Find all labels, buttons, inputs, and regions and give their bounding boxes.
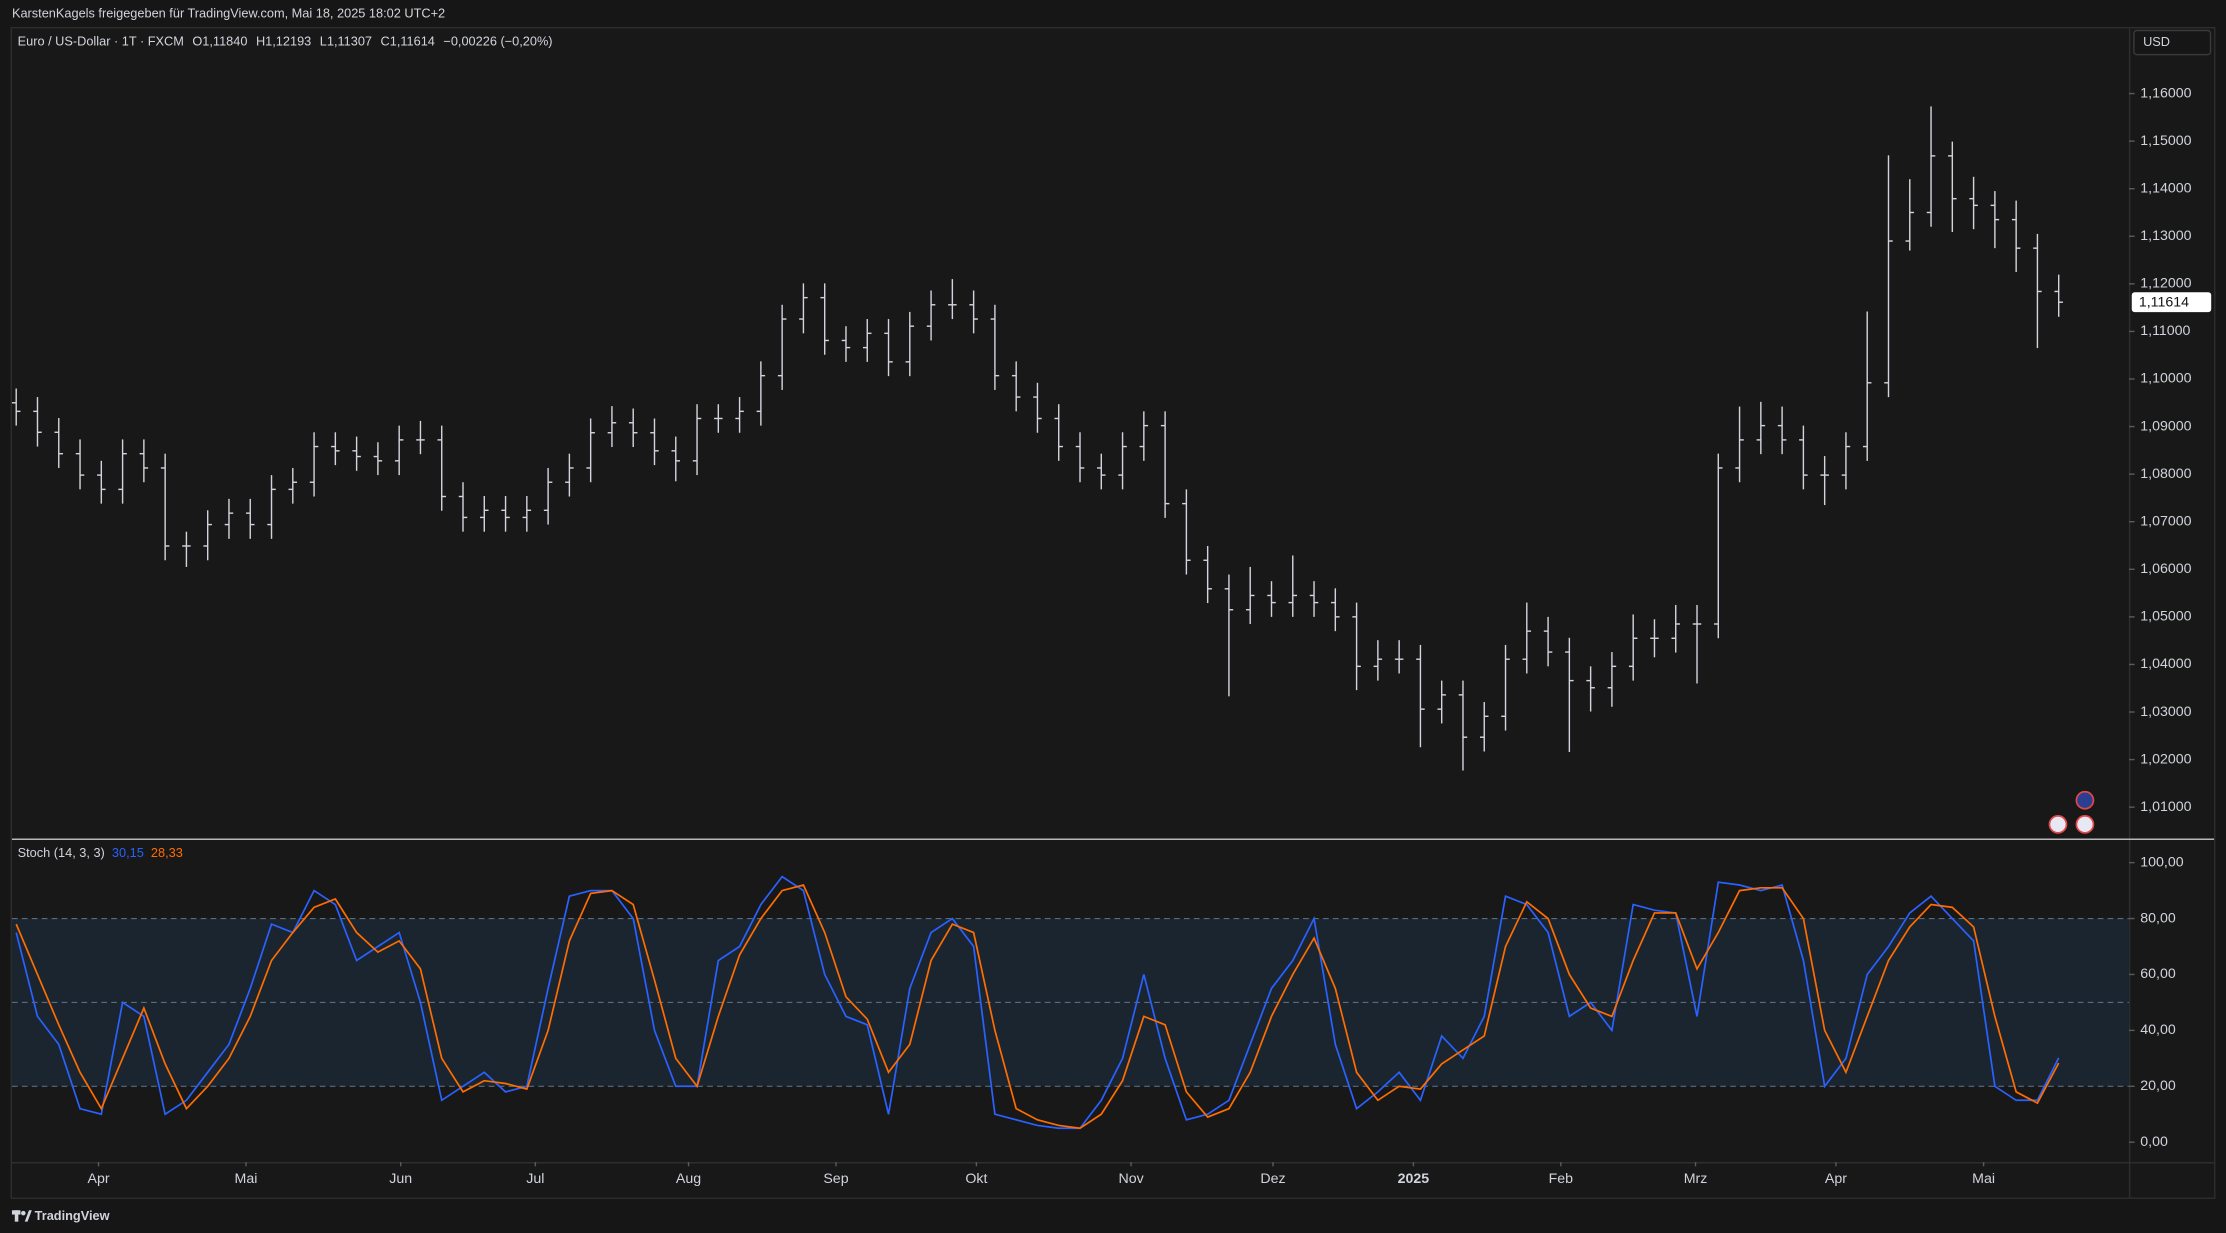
y-tick-label: 1,03000 bbox=[2140, 704, 2191, 720]
y-tick-label: 0,00 bbox=[2140, 1134, 2168, 1150]
y-tick-label: 1,16000 bbox=[2140, 85, 2191, 101]
x-tick-label: Mrz bbox=[1684, 1171, 1708, 1187]
y-tick-label: 80,00 bbox=[2140, 910, 2176, 926]
x-tick-label: Okt bbox=[965, 1171, 987, 1187]
x-tick-label: Mai bbox=[235, 1171, 258, 1187]
k-value-label: 30,15 bbox=[112, 846, 144, 861]
logo-part bbox=[24, 1210, 32, 1222]
y-tick-label: 1,09000 bbox=[2140, 418, 2191, 434]
d-value-label: 28,33 bbox=[151, 846, 183, 861]
y-tick-label: 60,00 bbox=[2140, 966, 2176, 982]
event-icon[interactable] bbox=[2048, 815, 2068, 834]
logo-part bbox=[14, 1210, 19, 1222]
y-tick-label: 1,02000 bbox=[2140, 751, 2191, 767]
y-tick-label: 1,06000 bbox=[2140, 561, 2191, 577]
y-tick-label: 40,00 bbox=[2140, 1022, 2176, 1038]
brand-name: TradingView bbox=[35, 1208, 110, 1223]
currency-box[interactable] bbox=[2133, 29, 2212, 56]
share-caption: KarstenKagels freigegeben für TradingVie… bbox=[12, 6, 445, 21]
stoch-line bbox=[15, 884, 2060, 1130]
close-label: C1,11614 bbox=[381, 34, 435, 49]
y-tick-label: 1,07000 bbox=[2140, 513, 2191, 529]
x-tick-label: Apr bbox=[88, 1171, 110, 1187]
stoch-legend: Stoch (14, 3, 3) 30,15 28,33 bbox=[18, 846, 183, 861]
x-tick-label: Dez bbox=[1260, 1171, 1285, 1187]
y-tick-label: 1,10000 bbox=[2140, 371, 2191, 387]
y-tick-label: 1,08000 bbox=[2140, 466, 2191, 482]
y-tick-label: 1,14000 bbox=[2140, 180, 2191, 196]
low-label: L1,11307 bbox=[320, 34, 372, 49]
y-tick-label: 1,15000 bbox=[2140, 133, 2191, 149]
y-tick-label: 1,12000 bbox=[2140, 276, 2191, 292]
event-icons[interactable] bbox=[2048, 790, 2095, 834]
x-tick-label: Aug bbox=[676, 1171, 701, 1187]
y-tick-label: 1,04000 bbox=[2140, 656, 2191, 672]
currency-label[interactable]: USD bbox=[2143, 34, 2170, 49]
brand-logo bbox=[11, 1210, 32, 1222]
y-tick-label: 1,01000 bbox=[2140, 799, 2191, 815]
ohlc-bars bbox=[11, 106, 2063, 771]
x-tick-label: Sep bbox=[823, 1171, 848, 1187]
symbol-legend: Euro / US-Dollar · 1T · FXCM O1,11840 H1,1… bbox=[18, 34, 553, 49]
stoch-line bbox=[15, 875, 2060, 1130]
y-tick-label: 100,00 bbox=[2140, 854, 2183, 870]
x-tick-label: 2025 bbox=[1398, 1171, 1430, 1187]
x-tick-label: Apr bbox=[1825, 1171, 1847, 1187]
x-tick-label: Feb bbox=[1549, 1171, 1574, 1187]
change-label: −0,00226 (−0,20%) bbox=[443, 34, 552, 49]
y-tick-label: 1,11000 bbox=[2140, 323, 2190, 339]
y-tick-label: 20,00 bbox=[2140, 1078, 2176, 1094]
y-tick-label: 1,13000 bbox=[2140, 228, 2191, 244]
x-tick-label: Jul bbox=[526, 1171, 544, 1187]
event-icon[interactable] bbox=[2075, 815, 2095, 834]
x-tick-label: Jun bbox=[389, 1171, 412, 1187]
event-icon[interactable] bbox=[2075, 790, 2095, 810]
y-tick-label: 1,05000 bbox=[2140, 609, 2191, 625]
high-label: H1,12193 bbox=[256, 34, 311, 49]
open-label: O1,11840 bbox=[192, 34, 247, 49]
stoch-title: Stoch (14, 3, 3) bbox=[18, 846, 105, 861]
last-price-box bbox=[2131, 292, 2212, 313]
last-price-label: 1,11614 bbox=[2139, 295, 2189, 311]
x-tick-label: Mai bbox=[1972, 1171, 1995, 1187]
logo-part bbox=[21, 1210, 26, 1216]
x-tick-label: Nov bbox=[1118, 1171, 1144, 1187]
symbol-title: Euro / US-Dollar · 1T · FXCM bbox=[18, 34, 184, 49]
